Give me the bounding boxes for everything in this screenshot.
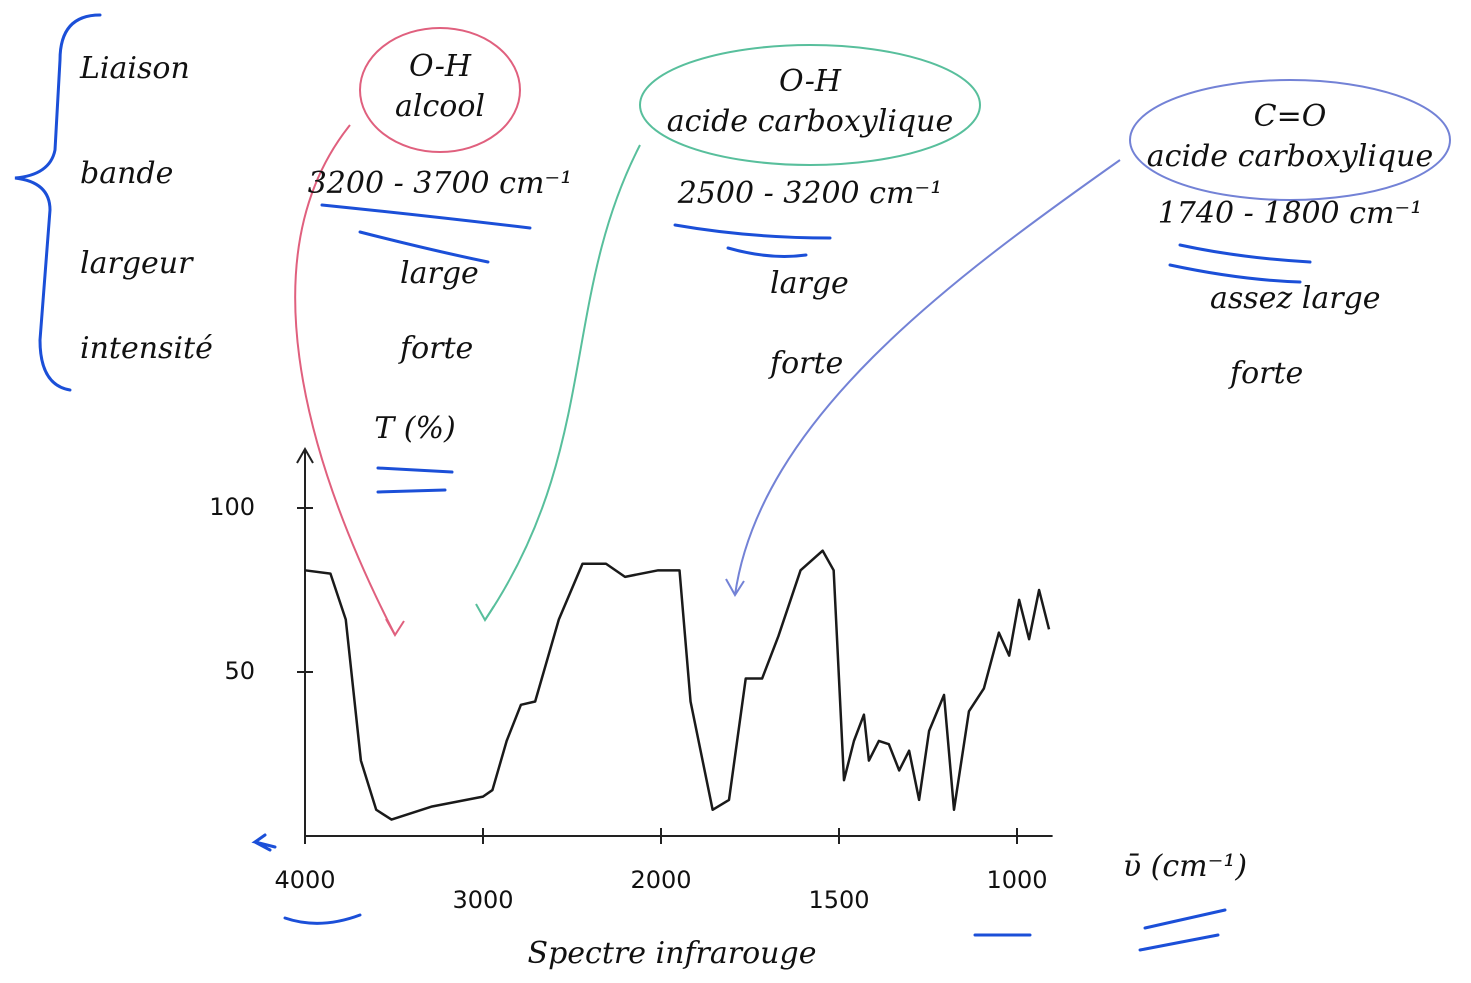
x-tick-label: 3000 xyxy=(452,886,513,914)
intensity: forte xyxy=(1228,356,1303,391)
group: alcool xyxy=(395,89,485,124)
spectrum-line xyxy=(305,551,1049,820)
bond: C=O xyxy=(1254,99,1327,134)
row-label: intensité xyxy=(80,331,213,366)
band: 2500 - 3200 cm⁻¹ xyxy=(677,176,943,211)
x-tick-label: 4000 xyxy=(274,866,335,894)
width: large xyxy=(770,266,849,301)
intensity: forte xyxy=(398,331,473,366)
band: 1740 - 1800 cm⁻¹ xyxy=(1158,196,1423,231)
underline xyxy=(255,205,1310,950)
row-label: largeur xyxy=(80,246,194,281)
arrow xyxy=(295,125,395,635)
y-axis-label: T (%) xyxy=(374,411,455,446)
x-tick-label: 1500 xyxy=(808,886,869,914)
arrow xyxy=(485,145,640,620)
group: acide carboxylique xyxy=(1147,139,1433,174)
bond: O-H xyxy=(409,49,472,84)
arrow-head xyxy=(476,604,494,620)
row-label: bande xyxy=(80,156,173,191)
x-tick-label: 2000 xyxy=(630,866,691,894)
row-label: Liaison xyxy=(79,51,190,86)
bond: O-H xyxy=(779,64,842,99)
band: 3200 - 3700 cm⁻¹ xyxy=(308,166,573,201)
chart: Spectre infrarouge ῡ (cm⁻¹) T (%) 4000 30… xyxy=(0,0,1471,983)
group: acide carboxylique xyxy=(667,104,953,139)
y-tick-label: 100 xyxy=(209,493,255,521)
width: large xyxy=(400,256,479,291)
width: assez large xyxy=(1210,281,1381,316)
y-tick-label: 50 xyxy=(224,657,255,685)
chart-title: Spectre infrarouge xyxy=(528,936,817,971)
intensity: forte xyxy=(768,346,843,381)
x-axis-label: ῡ (cm⁻¹) xyxy=(1123,849,1247,884)
x-tick-label: 1000 xyxy=(986,866,1047,894)
